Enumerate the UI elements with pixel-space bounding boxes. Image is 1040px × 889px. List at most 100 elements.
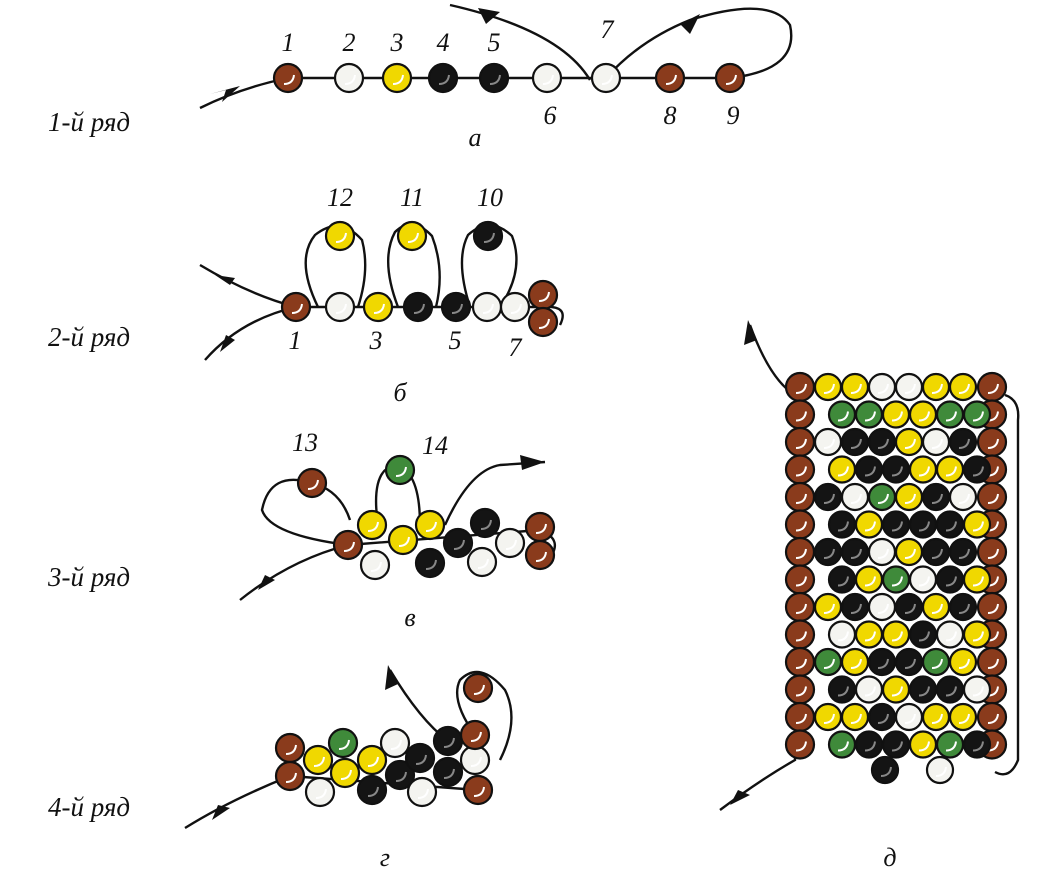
bead	[976, 591, 1008, 623]
bead	[466, 546, 498, 578]
bead-highlight	[877, 383, 889, 394]
beads	[272, 62, 1008, 808]
bead-highlight	[880, 766, 892, 777]
bead-highlight	[891, 631, 903, 642]
panel-letter: б	[393, 378, 407, 407]
bead-number: 7	[509, 333, 523, 362]
bead	[784, 509, 816, 540]
bead-highlight	[837, 576, 849, 587]
bead	[356, 774, 388, 806]
bead-highlight	[470, 731, 482, 742]
bead-highlight	[335, 232, 347, 243]
thread	[449, 3, 592, 81]
bead-highlight	[482, 303, 494, 314]
bead	[854, 455, 884, 484]
bead	[414, 547, 446, 579]
bead	[935, 730, 965, 759]
bead-highlight	[877, 548, 889, 559]
bead	[962, 400, 992, 429]
bead	[784, 371, 816, 403]
bead	[881, 730, 911, 759]
bead-highlight	[850, 548, 862, 559]
bead-highlight	[877, 713, 889, 724]
bead-highlight	[931, 548, 943, 559]
arrow	[385, 665, 398, 690]
bead	[840, 537, 870, 567]
bead	[921, 592, 951, 622]
bead-number: 1	[282, 28, 295, 57]
bead-highlight	[483, 232, 495, 243]
bead-highlight	[891, 521, 903, 532]
bead	[962, 730, 992, 759]
bead	[976, 536, 1008, 568]
row-label: 2-й ряд	[48, 322, 130, 352]
bead-highlight	[904, 713, 916, 724]
bead	[440, 291, 472, 323]
bead	[359, 549, 391, 581]
bead-highlight	[931, 658, 943, 669]
bead-highlight	[535, 551, 547, 562]
bead	[935, 400, 965, 429]
bead	[962, 510, 992, 539]
bead	[894, 647, 924, 677]
bead-highlight	[795, 603, 807, 614]
bead-highlight	[425, 559, 437, 570]
bead	[908, 730, 938, 759]
bead	[881, 675, 911, 704]
bead-highlight	[315, 788, 327, 799]
bead-highlight	[443, 768, 455, 779]
bead-highlight	[367, 756, 379, 767]
bead	[908, 510, 938, 539]
bead	[362, 291, 394, 323]
bead	[524, 539, 556, 571]
bead-highlight	[443, 737, 455, 748]
row-label: 3-й ряд	[47, 562, 130, 592]
bead-highlight	[904, 493, 916, 504]
arrow	[520, 455, 545, 470]
bead	[296, 467, 328, 499]
bead	[813, 537, 843, 567]
bead	[840, 592, 870, 622]
bead	[324, 291, 356, 323]
bead-highlight	[918, 741, 930, 752]
bead	[881, 510, 911, 539]
bead-highlight	[958, 438, 970, 449]
bead-highlight	[823, 493, 835, 504]
bead	[329, 757, 361, 789]
bead	[813, 702, 843, 732]
bead-highlight	[823, 658, 835, 669]
bead	[272, 62, 304, 94]
bead-highlight	[972, 741, 984, 752]
bead	[827, 510, 857, 539]
bead-highlight	[338, 739, 350, 750]
bead-highlight	[307, 479, 319, 490]
bead	[867, 592, 897, 622]
bead-highlight	[795, 713, 807, 724]
bead	[935, 510, 965, 539]
bead	[881, 400, 911, 429]
bead-highlight	[864, 521, 876, 532]
bead-highlight	[370, 561, 382, 572]
bead-highlight	[945, 521, 957, 532]
bead	[784, 591, 816, 623]
bead-highlight	[850, 603, 862, 614]
bead	[962, 675, 992, 704]
bead	[854, 400, 884, 429]
bead	[459, 744, 491, 776]
bead	[827, 565, 857, 594]
bead-highlight	[343, 541, 355, 552]
bead-highlight	[823, 603, 835, 614]
bead-highlight	[850, 383, 862, 394]
bead-highlight	[972, 466, 984, 477]
bead-highlight	[837, 521, 849, 532]
bead	[813, 482, 843, 512]
bead-highlight	[945, 631, 957, 642]
bead	[854, 565, 884, 594]
bead	[948, 372, 978, 402]
bead-highlight	[864, 686, 876, 697]
bead	[302, 744, 334, 776]
bead	[827, 400, 857, 429]
bead	[462, 672, 494, 704]
bead-highlight	[864, 576, 876, 587]
bead	[854, 620, 884, 649]
